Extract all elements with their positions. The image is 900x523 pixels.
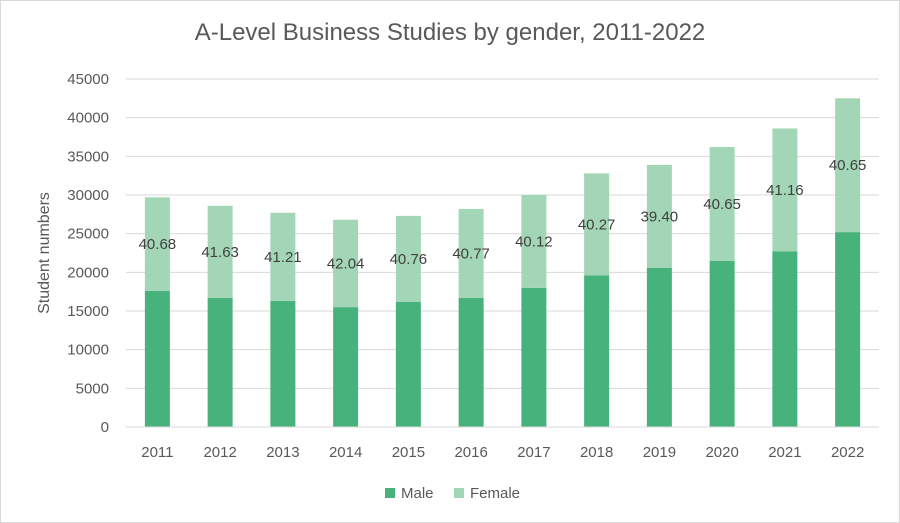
bar-female: [270, 212, 296, 301]
y-axis-title: Student numbers: [36, 192, 53, 314]
bar-female: [395, 215, 421, 302]
x-tick-label: 2013: [266, 444, 299, 461]
y-tick-label: 45000: [67, 71, 109, 88]
y-tick-label: 15000: [67, 303, 109, 320]
data-label: 41.21: [264, 249, 302, 266]
bar-female: [772, 128, 798, 252]
x-tick-label: 2021: [768, 444, 801, 461]
legend-swatch-female: [454, 488, 464, 498]
bar-male: [395, 301, 421, 427]
bar-male: [458, 297, 484, 427]
y-tick-label: 30000: [67, 187, 109, 204]
data-label: 40.27: [578, 216, 616, 233]
y-tick-label: 0: [101, 419, 109, 436]
x-tick-label: 2012: [203, 444, 236, 461]
data-label: 41.63: [201, 244, 239, 261]
chart-title: A-Level Business Studies by gender, 2011…: [194, 19, 706, 46]
x-tick-label: 2016: [454, 444, 487, 461]
x-tick-label: 2019: [643, 444, 676, 461]
x-tick-label: 2017: [517, 444, 550, 461]
y-tick-label: 25000: [67, 226, 109, 243]
y-tick-label: 20000: [67, 264, 109, 281]
bar-female: [646, 164, 672, 268]
bar-female: [144, 197, 170, 291]
bar-male: [772, 251, 798, 427]
bar-female: [458, 208, 484, 298]
data-label: 41.16: [766, 182, 804, 199]
data-label: 40.65: [703, 196, 741, 213]
bar-male: [521, 287, 547, 427]
bar-male: [835, 232, 861, 427]
bar-female: [333, 219, 359, 308]
data-label: 40.76: [390, 251, 428, 268]
bar-female: [709, 147, 735, 261]
x-tick-label: 2022: [831, 444, 864, 461]
bar-male: [270, 300, 296, 427]
y-tick-label: 5000: [76, 380, 109, 397]
legend-label-male: Male: [401, 485, 434, 502]
data-label: 40.77: [452, 245, 490, 262]
y-tick-label: 40000: [67, 110, 109, 127]
legend-swatch-male: [385, 488, 395, 498]
bar-female: [521, 195, 547, 288]
data-label: 42.04: [327, 255, 365, 272]
x-tick-label: 2011: [141, 444, 173, 461]
data-label: 40.68: [139, 236, 177, 253]
x-tick-label: 2018: [580, 444, 613, 461]
bar-female: [584, 173, 610, 276]
legend-label-female: Female: [470, 485, 520, 502]
y-tick-label: 35000: [67, 148, 109, 165]
x-tick-label: 2015: [392, 444, 425, 461]
bar-male: [333, 307, 359, 427]
bar-male: [144, 290, 170, 427]
data-label: 40.65: [829, 157, 867, 174]
y-tick-label: 10000: [67, 342, 109, 359]
bar-male: [709, 260, 735, 427]
data-label: 40.12: [515, 233, 553, 250]
bar-male: [584, 275, 610, 427]
bar-male: [207, 297, 233, 427]
bar-male: [646, 267, 672, 427]
bar-female: [835, 98, 861, 233]
bar-female: [207, 205, 233, 298]
x-tick-label: 2014: [329, 444, 362, 461]
data-label: 39.40: [641, 208, 679, 225]
x-tick-label: 2020: [705, 444, 738, 461]
